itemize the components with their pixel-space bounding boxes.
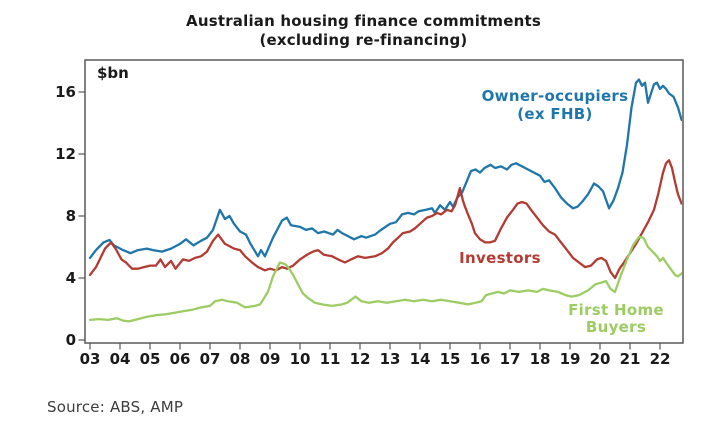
x-axis-tick-label: 10 [289,350,311,368]
x-axis-tick-label: 12 [349,350,371,368]
series-label-fhb-line2: Buyers [585,318,647,336]
chart-title-line2: (excluding re-financing) [259,31,468,49]
x-axis-tick-label: 17 [499,350,521,368]
x-axis-tick-label: 19 [559,350,581,368]
x-axis-tick-label: 22 [649,350,671,368]
series-label-investors-line1: Investors [459,249,541,267]
x-axis-tick-label: 13 [379,350,401,368]
y-axis-tick-label: 8 [65,207,76,225]
x-axis-tick-label: 16 [469,350,491,368]
series-lines [88,78,682,323]
series-label-owner-occupiers: Owner-occupiers (ex FHB) [455,87,655,123]
y-axis-tick-label: 16 [55,83,76,101]
y-axis-unit-label: $bn [97,64,129,82]
x-axis-tick-label: 21 [619,350,641,368]
series-label-fhb-line1: First Home [568,301,664,319]
x-axis-tick-label: 03 [79,350,101,368]
y-axis-tick-label: 0 [65,331,76,349]
chart-title: Australian housing finance commitments (… [0,12,727,50]
series-label-owner-line2: (ex FHB) [517,105,593,123]
series-line-investors [88,159,682,280]
x-axis-tick-label: 11 [319,350,341,368]
x-axis-tick-label: 18 [529,350,551,368]
plot-frame [84,59,684,344]
source-note: Source: ABS, AMP [47,398,184,416]
y-axis-tick-label: 4 [65,269,76,287]
x-axis-tick-label: 15 [439,350,461,368]
x-axis-tick-label: 20 [589,350,611,368]
x-axis-tick-label: 05 [139,350,161,368]
series-label-first-home-buyers: First Home Buyers [546,302,686,336]
x-axis-tick-label: 06 [169,350,191,368]
series-line-first-home-buyers [88,235,682,323]
chart-title-line1: Australian housing finance commitments [186,12,541,30]
x-axis-tick-label: 07 [199,350,221,368]
x-axis-tick-label: 08 [229,350,251,368]
x-axis-tick-label: 09 [259,350,281,368]
y-axis-tick-label: 12 [55,145,76,163]
x-axis-tick-label: 14 [409,350,431,368]
series-label-investors: Investors [440,250,560,267]
x-axis-tick-label: 04 [109,350,131,368]
series-label-owner-line1: Owner-occupiers [481,87,629,105]
